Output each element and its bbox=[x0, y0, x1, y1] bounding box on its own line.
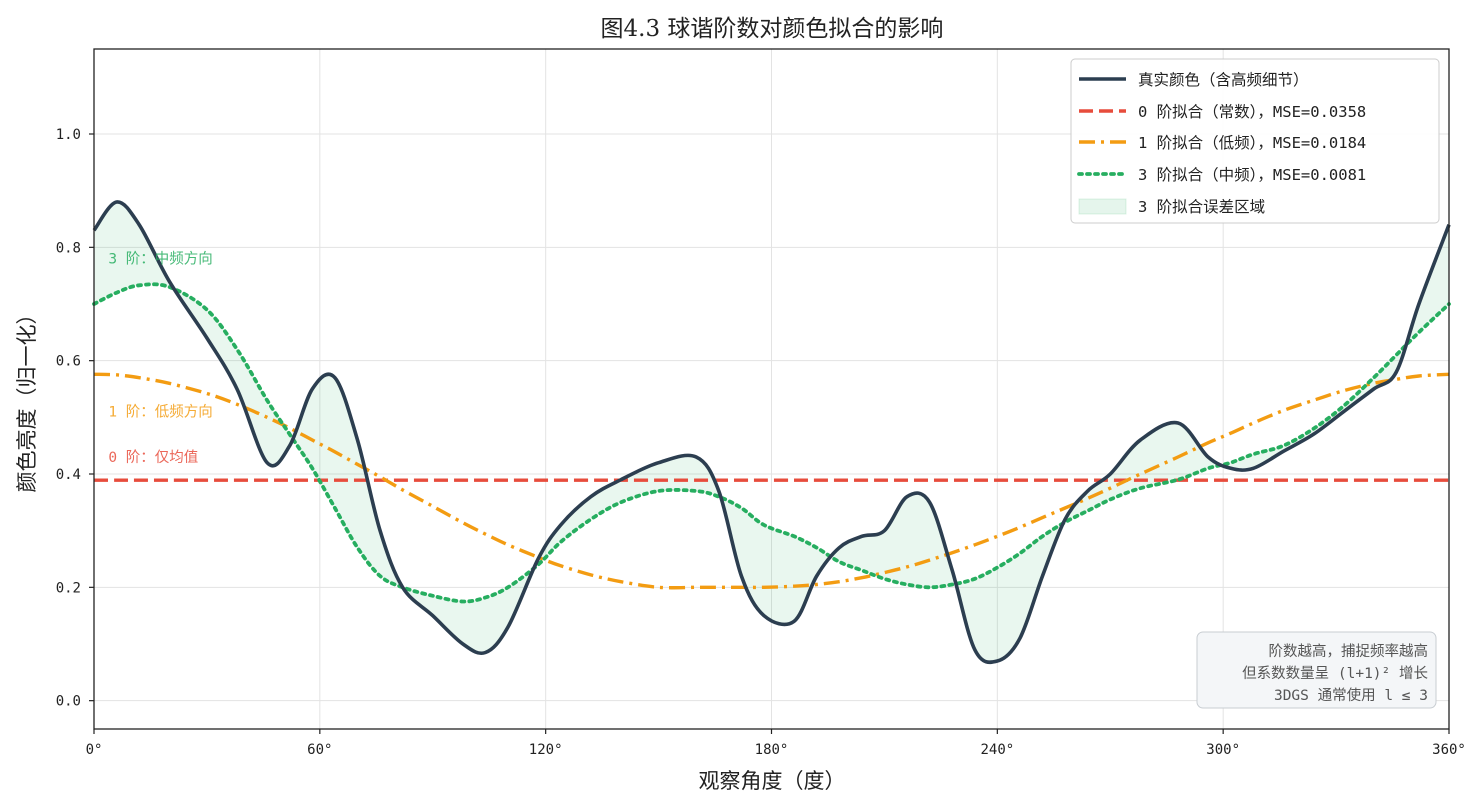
x-tick-label: 120° bbox=[529, 742, 563, 758]
y-tick-label: 0.2 bbox=[56, 580, 81, 596]
y-tick-label: 0.8 bbox=[56, 240, 81, 256]
y-axis-ticks: 0.0 0.2 0.4 0.6 0.8 1.0 bbox=[56, 127, 94, 710]
series-line-0 bbox=[92, 200, 1451, 665]
series-line-3 bbox=[92, 282, 1451, 604]
annotation-label: 0 阶：仅均值 bbox=[108, 449, 198, 466]
note-line: 但系数数量呈 (l+1)² 增长 bbox=[1242, 665, 1428, 682]
error-band-area bbox=[94, 201, 1449, 663]
y-tick-label: 0.0 bbox=[56, 694, 81, 710]
legend-frame bbox=[1070, 58, 1440, 224]
y-axis-label: 颜色亮度（归一化） bbox=[15, 304, 39, 493]
series-line-2 bbox=[93, 372, 1450, 590]
legend-entry: 1 阶拟合（低频），MSE=0.0184 bbox=[1138, 134, 1366, 152]
y-tick-label: 1.0 bbox=[56, 127, 81, 143]
legend-swatch-band bbox=[1078, 198, 1127, 215]
error-band bbox=[94, 201, 1449, 663]
x-tick-label: 180° bbox=[755, 742, 789, 758]
note-line: 3DGS 通常使用 l ≤ 3 bbox=[1274, 687, 1428, 704]
series-lines bbox=[92, 200, 1451, 665]
chart-title: 图4.3 球谐阶数对颜色拟合的影响 bbox=[601, 16, 944, 42]
annotation-label: 1 阶：低频方向 bbox=[108, 404, 212, 421]
x-tick-label: 0° bbox=[86, 742, 103, 758]
legend-entry: 真实颜色（含高频细节） bbox=[1138, 71, 1309, 89]
x-tick-label: 240° bbox=[980, 742, 1014, 758]
x-tick-label: 300° bbox=[1206, 742, 1240, 758]
x-axis-ticks: 0° 60° 120° 180° 240° 300° 360° bbox=[86, 729, 1466, 758]
y-tick-label: 0.4 bbox=[56, 467, 81, 483]
annotations: 3 阶：中频方向 1 阶：低频方向 0 阶：仅均值 bbox=[108, 251, 212, 466]
legend: 真实颜色（含高频细节） 0 阶拟合（常数），MSE=0.0358 1 阶拟合（低频）… bbox=[1070, 58, 1440, 224]
note-frame bbox=[1196, 631, 1437, 709]
x-tick-label: 360° bbox=[1432, 742, 1466, 758]
legend-entry: 0 阶拟合（常数），MSE=0.0358 bbox=[1138, 103, 1366, 121]
annotation-label: 3 阶：中频方向 bbox=[108, 251, 212, 268]
legend-entry: 3 阶拟合误差区域 bbox=[1138, 198, 1265, 216]
y-tick-label: 0.6 bbox=[56, 354, 81, 370]
x-tick-label: 60° bbox=[307, 742, 332, 758]
note-line: 阶数越高，捕捉频率越高 bbox=[1269, 643, 1429, 660]
x-axis-label: 观察角度（度） bbox=[699, 769, 846, 793]
legend-entry: 3 阶拟合（中频），MSE=0.0081 bbox=[1138, 166, 1366, 184]
